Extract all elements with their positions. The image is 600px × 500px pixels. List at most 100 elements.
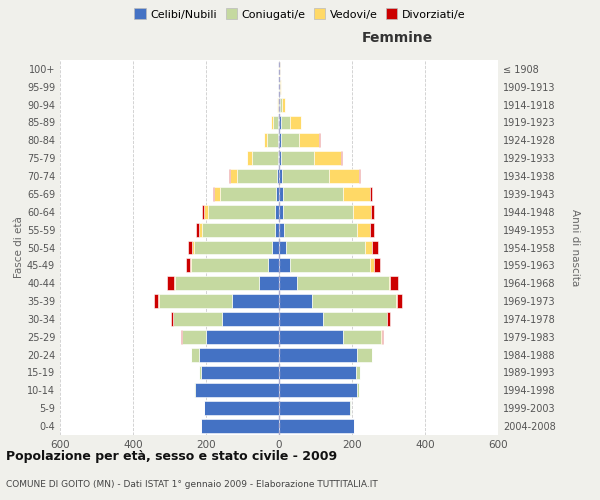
- Bar: [283, 205, 353, 219]
- Bar: [370, 187, 372, 201]
- Bar: [229, 169, 230, 183]
- Bar: [275, 205, 279, 219]
- Bar: [275, 222, 279, 236]
- Bar: [154, 294, 158, 308]
- Legend: Celibi/Nubili, Coniugati/e, Vedovi/e, Divorziati/e: Celibi/Nubili, Coniugati/e, Vedovi/e, Di…: [130, 6, 470, 25]
- Bar: [213, 187, 214, 201]
- Bar: [277, 98, 278, 112]
- Bar: [232, 294, 279, 308]
- Bar: [370, 222, 374, 236]
- Bar: [280, 98, 281, 112]
- Bar: [281, 134, 299, 147]
- Bar: [196, 222, 199, 236]
- Bar: [186, 258, 190, 272]
- Bar: [191, 258, 268, 272]
- Bar: [199, 366, 200, 380]
- Bar: [343, 187, 370, 201]
- Bar: [279, 401, 350, 415]
- Bar: [281, 151, 314, 165]
- Bar: [208, 205, 275, 219]
- Bar: [173, 312, 223, 326]
- Bar: [182, 330, 206, 344]
- Bar: [329, 169, 359, 183]
- Bar: [279, 419, 354, 433]
- Bar: [290, 258, 370, 272]
- Bar: [282, 169, 329, 183]
- Bar: [278, 134, 279, 147]
- Bar: [372, 240, 377, 254]
- Bar: [272, 240, 279, 254]
- Bar: [259, 276, 279, 290]
- Bar: [202, 205, 204, 219]
- Bar: [167, 276, 174, 290]
- Bar: [279, 294, 312, 308]
- Bar: [341, 151, 342, 165]
- Bar: [271, 116, 273, 130]
- Bar: [202, 222, 275, 236]
- Bar: [382, 330, 383, 344]
- Bar: [358, 384, 359, 398]
- Bar: [278, 151, 279, 165]
- Bar: [223, 312, 279, 326]
- Bar: [279, 348, 358, 362]
- Bar: [353, 205, 371, 219]
- Bar: [188, 240, 192, 254]
- Bar: [343, 330, 381, 344]
- Bar: [263, 134, 268, 147]
- Bar: [319, 134, 320, 147]
- Bar: [279, 134, 281, 147]
- Bar: [279, 366, 356, 380]
- Bar: [281, 116, 290, 130]
- Bar: [279, 384, 358, 398]
- Bar: [190, 258, 191, 272]
- Bar: [279, 258, 290, 272]
- Bar: [230, 169, 237, 183]
- Bar: [397, 294, 403, 308]
- Bar: [175, 276, 259, 290]
- Bar: [279, 240, 286, 254]
- Bar: [370, 258, 374, 272]
- Bar: [279, 276, 297, 290]
- Bar: [314, 151, 341, 165]
- Y-axis label: Anni di nascita: Anni di nascita: [569, 209, 580, 286]
- Bar: [194, 240, 272, 254]
- Text: Femmine: Femmine: [362, 31, 433, 45]
- Bar: [247, 151, 253, 165]
- Text: COMUNE DI GOITO (MN) - Dati ISTAT 1° gennaio 2009 - Elaborazione TUTTITALIA.IT: COMUNE DI GOITO (MN) - Dati ISTAT 1° gen…: [6, 480, 378, 489]
- Bar: [280, 80, 281, 94]
- Bar: [284, 222, 358, 236]
- Bar: [192, 240, 194, 254]
- Bar: [389, 276, 391, 290]
- Text: Popolazione per età, sesso e stato civile - 2009: Popolazione per età, sesso e stato civil…: [6, 450, 337, 463]
- Bar: [214, 187, 220, 201]
- Bar: [279, 116, 281, 130]
- Bar: [312, 294, 396, 308]
- Bar: [358, 348, 372, 362]
- Bar: [277, 169, 279, 183]
- Bar: [278, 116, 279, 130]
- Bar: [281, 98, 285, 112]
- Bar: [174, 276, 175, 290]
- Bar: [273, 116, 278, 130]
- Bar: [195, 384, 279, 398]
- Bar: [297, 276, 389, 290]
- Bar: [290, 116, 301, 130]
- Bar: [358, 222, 370, 236]
- Bar: [365, 240, 372, 254]
- Bar: [279, 222, 284, 236]
- Bar: [276, 187, 279, 201]
- Bar: [194, 384, 195, 398]
- Bar: [268, 258, 279, 272]
- Bar: [204, 401, 279, 415]
- Bar: [359, 169, 361, 183]
- Bar: [158, 294, 232, 308]
- Bar: [199, 348, 279, 362]
- Bar: [200, 419, 279, 433]
- Bar: [237, 169, 277, 183]
- Bar: [191, 348, 199, 362]
- Bar: [279, 312, 323, 326]
- Bar: [200, 366, 279, 380]
- Bar: [279, 187, 283, 201]
- Bar: [396, 294, 397, 308]
- Bar: [279, 330, 343, 344]
